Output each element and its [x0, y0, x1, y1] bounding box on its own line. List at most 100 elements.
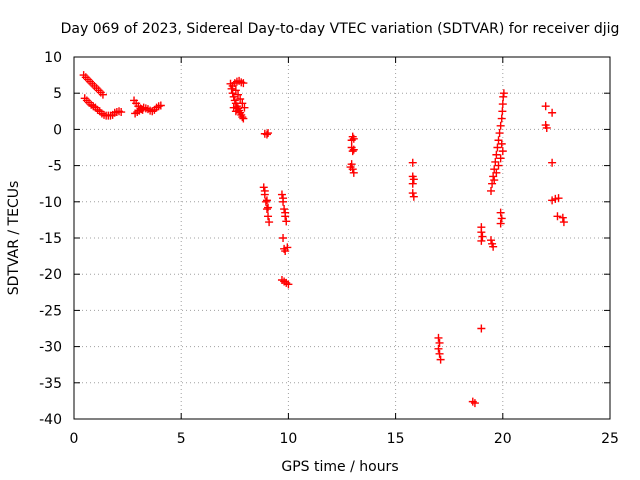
- y-tick-label: 0: [53, 122, 62, 138]
- data-point: [408, 179, 417, 188]
- data-point: [542, 123, 551, 132]
- data-point: [493, 143, 502, 152]
- data-point: [477, 228, 486, 237]
- data-point: [558, 213, 567, 222]
- grid-lines: [74, 57, 610, 419]
- data-point: [156, 101, 165, 110]
- data-point: [498, 107, 507, 116]
- data-point: [349, 168, 358, 177]
- data-point: [435, 349, 444, 358]
- data-point: [281, 208, 290, 217]
- data-point: [262, 205, 271, 214]
- data-point: [283, 243, 292, 252]
- data-point: [231, 86, 240, 95]
- data-point: [478, 232, 487, 241]
- y-tick-label: -10: [39, 195, 62, 211]
- data-point: [264, 129, 273, 138]
- data-point: [436, 355, 445, 364]
- data-point: [477, 324, 486, 333]
- data-point: [117, 108, 126, 117]
- data-point: [487, 236, 496, 245]
- data-point: [277, 190, 286, 199]
- data-point: [238, 99, 247, 108]
- y-tick-label: 5: [53, 86, 62, 102]
- data-point: [492, 168, 501, 177]
- data-point: [495, 129, 504, 138]
- y-tick-label: -40: [39, 412, 62, 428]
- data-point: [279, 194, 288, 203]
- data-points: [79, 71, 568, 408]
- y-tick-label: -20: [39, 267, 62, 283]
- data-point: [349, 145, 358, 154]
- data-point: [553, 212, 562, 221]
- data-point: [409, 175, 418, 184]
- data-point: [435, 338, 444, 347]
- x-axis-label: GPS time / hours: [281, 459, 398, 475]
- data-point: [408, 158, 417, 167]
- data-point: [489, 242, 498, 251]
- data-point: [499, 89, 508, 98]
- data-point: [98, 90, 107, 99]
- data-point: [490, 176, 499, 185]
- data-point: [497, 139, 506, 148]
- data-point: [262, 130, 271, 139]
- data-point: [262, 196, 271, 205]
- data-point: [264, 212, 273, 221]
- data-point: [349, 134, 358, 143]
- data-point: [496, 154, 505, 163]
- data-point: [264, 203, 273, 212]
- data-point: [477, 236, 486, 245]
- data-point: [261, 197, 270, 206]
- data-point: [282, 217, 291, 226]
- data-point: [231, 107, 240, 116]
- data-point: [496, 121, 505, 130]
- data-point: [239, 79, 248, 88]
- data-point: [408, 189, 417, 198]
- x-tick-label: 10: [279, 431, 297, 447]
- y-tick-label: -35: [39, 376, 62, 392]
- data-point: [238, 113, 247, 122]
- data-point: [265, 218, 274, 227]
- x-tick-label: 0: [70, 431, 79, 447]
- data-point: [284, 280, 293, 289]
- y-tick-label: -15: [39, 231, 62, 247]
- data-point: [280, 205, 289, 214]
- data-point: [498, 100, 507, 109]
- data-point: [492, 150, 501, 159]
- x-tick-label: 25: [601, 431, 619, 447]
- data-point: [497, 214, 506, 223]
- y-axis-label: SDTVAR / TECUs: [6, 181, 22, 296]
- data-point: [240, 103, 249, 112]
- data-point: [236, 94, 245, 103]
- data-point: [348, 147, 357, 156]
- data-point: [496, 219, 505, 228]
- data-point: [434, 344, 443, 353]
- data-point: [487, 186, 496, 195]
- y-tick-label: -25: [39, 303, 62, 319]
- data-point: [496, 208, 505, 217]
- x-tick-label: 15: [387, 431, 405, 447]
- x-tick-label: 20: [494, 431, 512, 447]
- chart-title: Day 069 of 2023, Sidereal Day-to-day VTE…: [61, 21, 620, 37]
- data-point: [554, 194, 563, 203]
- data-point: [548, 108, 557, 117]
- data-point: [346, 163, 355, 172]
- data-point: [229, 92, 238, 101]
- y-tick-label: 10: [44, 50, 62, 66]
- data-point: [259, 183, 268, 192]
- x-tick-label: 5: [177, 431, 186, 447]
- data-point: [260, 186, 269, 195]
- data-point: [559, 218, 568, 227]
- y-tick-label: -30: [39, 340, 62, 356]
- data-point: [279, 234, 288, 242]
- data-point: [541, 102, 550, 111]
- data-point: [239, 114, 248, 123]
- data-point: [494, 161, 503, 170]
- axis-ticks: 0 5 10 15 20 25 10 5 0 -5 -10 -15 -20 -25 -30 -35 -40: [39, 50, 619, 447]
- data-point: [498, 147, 507, 156]
- data-point: [234, 90, 243, 99]
- y-tick-label: -5: [48, 159, 62, 175]
- data-point: [409, 192, 418, 201]
